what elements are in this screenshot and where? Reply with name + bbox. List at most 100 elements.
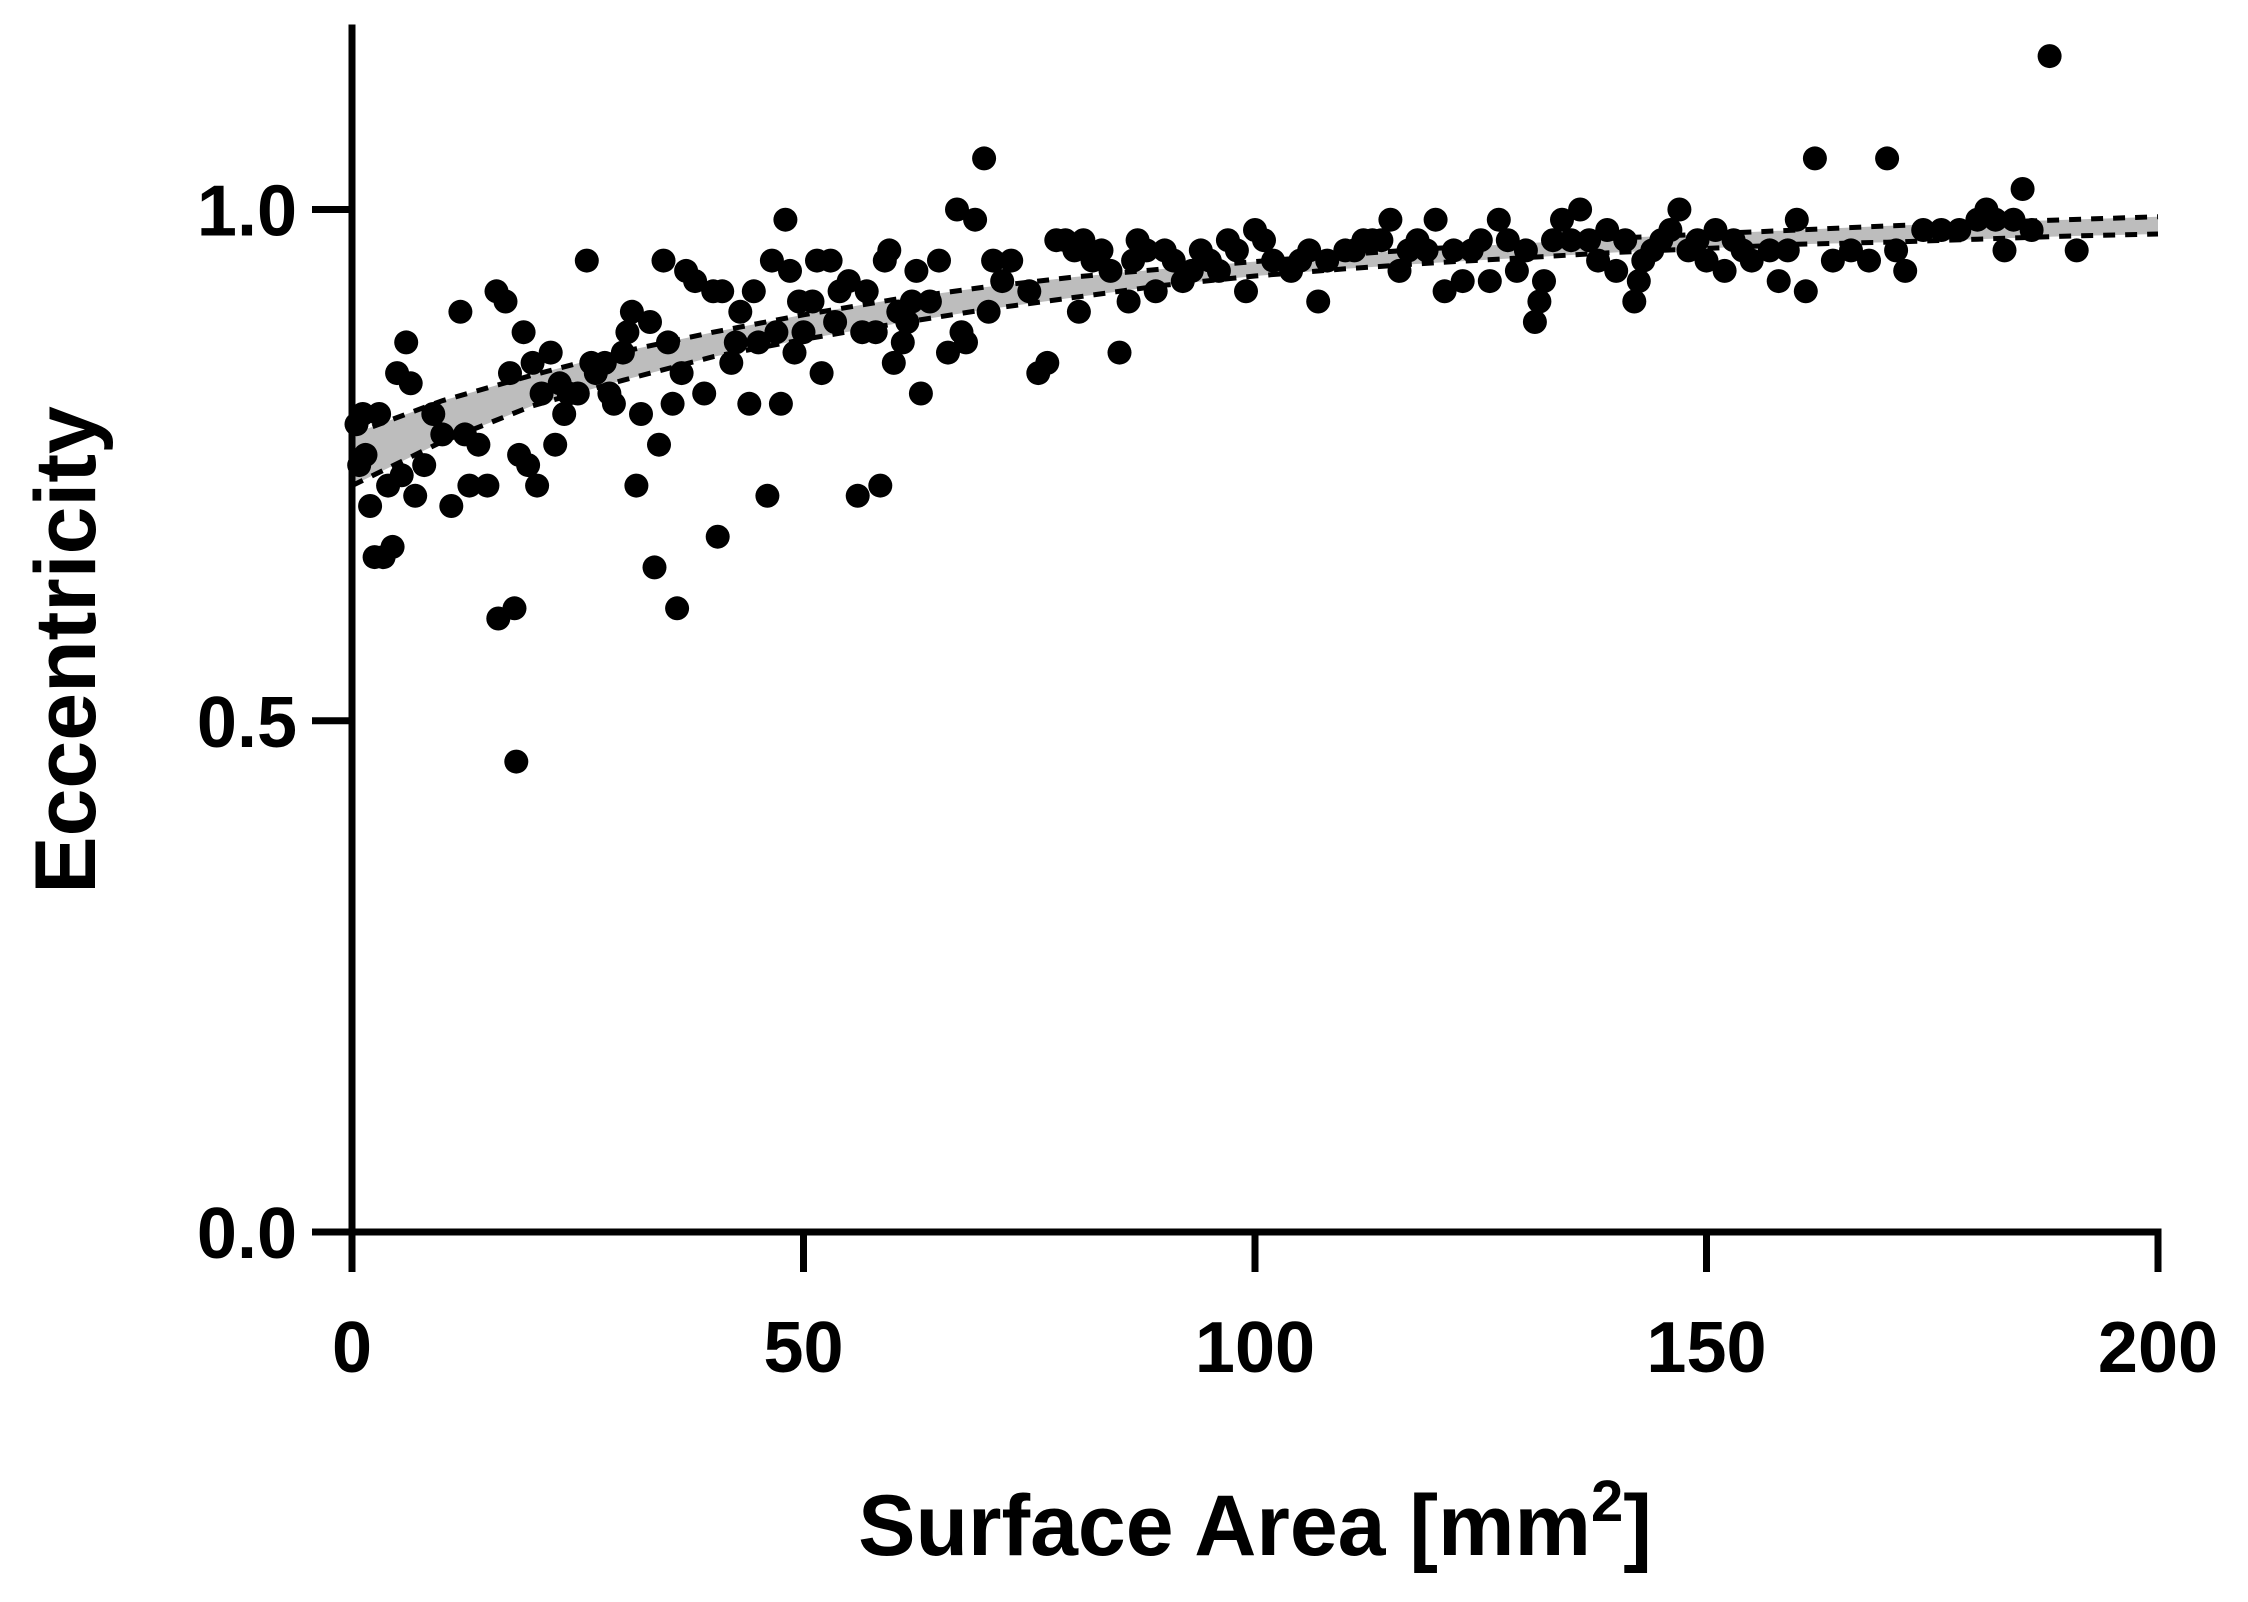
data-point: [358, 494, 383, 518]
data-point: [1694, 248, 1719, 273]
data-point: [759, 248, 784, 273]
data-point: [904, 258, 929, 283]
data-point: [1820, 248, 1845, 273]
x-axis-title-superscript: 2: [1591, 1469, 1623, 1534]
data-point: [619, 299, 644, 324]
data-point: [1622, 289, 1647, 314]
data-point: [1712, 258, 1737, 283]
data-point: [1739, 248, 1764, 273]
x-tick-label: 150: [1646, 1308, 1766, 1388]
data-point: [1017, 279, 1042, 304]
data-point: [647, 432, 671, 457]
data-point: [2001, 207, 2026, 232]
data-point: [601, 391, 626, 416]
data-point: [642, 555, 667, 580]
data-point: [421, 402, 446, 426]
data-point: [1802, 146, 1827, 171]
y-tick-label: 0.0: [197, 1194, 297, 1274]
data-point: [836, 269, 861, 294]
data-point: [610, 340, 635, 365]
data-point: [809, 361, 834, 386]
data-point: [1134, 238, 1159, 263]
y-tick-label: 0.5: [197, 683, 297, 763]
fit-lower-bound-line: [350, 231, 2159, 488]
data-point: [683, 269, 708, 294]
data-point: [854, 279, 879, 304]
data-point: [538, 340, 563, 365]
data-point: [1550, 207, 1574, 232]
data-point: [529, 381, 554, 406]
data-point: [1667, 197, 1692, 222]
data-point: [2037, 44, 2062, 69]
data-point: [380, 534, 405, 559]
data-point: [764, 320, 789, 345]
ticks-layer: 0 50 100 150 200 0.0 0.5 1.0: [197, 172, 2218, 1389]
data-point: [1568, 197, 1593, 222]
x-axis-title-end: ]: [1623, 1478, 1652, 1574]
data-point: [502, 596, 527, 621]
data-point: [448, 299, 473, 324]
data-point: [403, 483, 428, 508]
data-point: [908, 381, 933, 406]
data-point: [1423, 207, 1448, 232]
data-point: [1066, 299, 1091, 324]
data-point: [1378, 207, 1403, 232]
data-point: [791, 320, 816, 345]
data-point: [1504, 258, 1529, 283]
data-point: [728, 299, 753, 324]
data-point: [1116, 289, 1141, 314]
data-point: [1522, 310, 1547, 334]
data-point: [1577, 228, 1602, 253]
data-point: [723, 330, 748, 355]
data-point: [1441, 238, 1466, 263]
data-point: [705, 524, 730, 549]
data-point: [1306, 289, 1331, 314]
data-point: [990, 269, 1015, 294]
data-point: [367, 402, 392, 426]
data-point: [1626, 269, 1651, 294]
x-axis-title-main: Surface Area [mm: [858, 1478, 1591, 1574]
data-point: [1297, 238, 1322, 263]
data-point: [1775, 238, 1800, 263]
y-axis-title: Eccentricity: [18, 406, 114, 894]
data-point: [1432, 279, 1457, 304]
data-point: [1793, 279, 1818, 304]
data-point: [1604, 258, 1629, 283]
data-point: [899, 289, 924, 314]
data-point: [504, 749, 529, 774]
data-point: [389, 463, 414, 488]
data-point: [773, 207, 798, 232]
data-point: [1839, 238, 1863, 263]
data-point: [656, 330, 680, 355]
data-point: [1766, 269, 1791, 294]
data-point: [1875, 146, 1900, 171]
data-point: [552, 402, 577, 426]
axes-layer: [348, 24, 2162, 1236]
data-point: [1559, 228, 1584, 253]
data-point: [1893, 258, 1918, 283]
data-point: [511, 320, 536, 345]
data-point: [999, 248, 1024, 273]
data-point: [638, 310, 662, 334]
data-point: [574, 248, 599, 273]
data-point: [466, 432, 491, 457]
data-point: [954, 330, 978, 355]
data-point: [782, 340, 807, 365]
data-point: [981, 248, 1006, 273]
data-point: [972, 146, 997, 171]
data-point: [1206, 258, 1231, 283]
x-axis-title: Surface Area [mm2]: [858, 1469, 1652, 1574]
data-point: [1387, 258, 1412, 283]
data-point: [1414, 238, 1439, 263]
data-point: [1369, 228, 1394, 253]
data-point: [1179, 258, 1204, 283]
data-point: [665, 596, 690, 621]
data-point: [881, 350, 906, 375]
data-point: [1658, 218, 1683, 242]
data-point: [1929, 218, 1954, 242]
data-point: [692, 381, 717, 406]
data-point: [2019, 218, 2044, 242]
data-point: [1784, 207, 1809, 232]
data-point: [1527, 289, 1552, 314]
data-point: [1884, 238, 1909, 263]
